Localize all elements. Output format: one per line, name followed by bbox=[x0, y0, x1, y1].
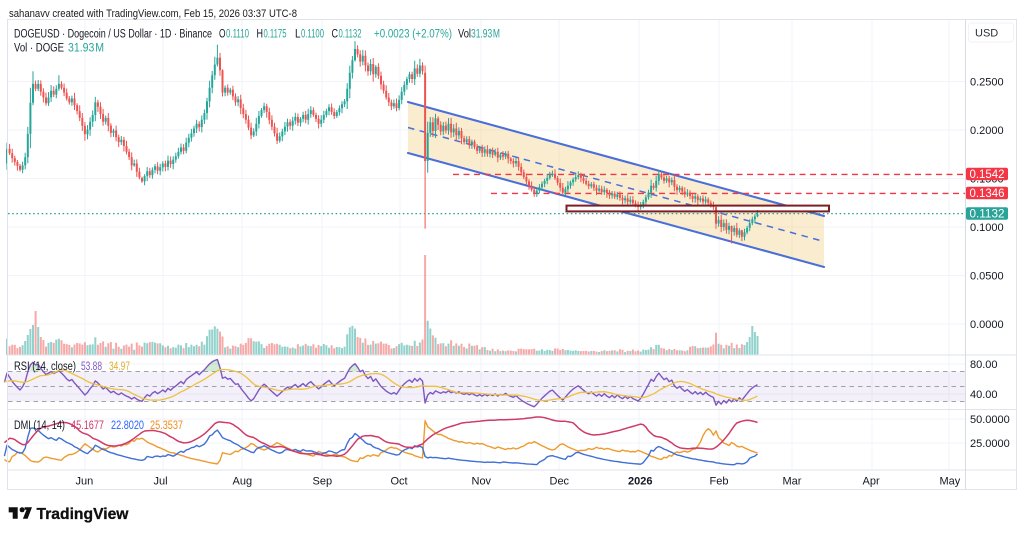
svg-text:45.1677: 45.1677 bbox=[71, 420, 104, 432]
svg-text:Aug: Aug bbox=[233, 476, 253, 488]
svg-text:31.93 M: 31.93 M bbox=[471, 29, 500, 41]
svg-text:40.00: 40.00 bbox=[970, 389, 998, 401]
svg-text:80.00: 80.00 bbox=[970, 359, 998, 371]
svg-text:25.0000: 25.0000 bbox=[970, 438, 1010, 450]
svg-text:25.3537: 25.3537 bbox=[150, 420, 183, 432]
svg-text:Mar: Mar bbox=[783, 476, 802, 488]
svg-text:0.1000: 0.1000 bbox=[970, 222, 1004, 234]
svg-text:+0.0023 (+2.07%): +0.0023 (+2.07%) bbox=[374, 29, 452, 41]
svg-text:0.1132: 0.1132 bbox=[970, 208, 1005, 220]
svg-text:0.1110: 0.1110 bbox=[226, 29, 249, 41]
svg-text:0.1542: 0.1542 bbox=[970, 169, 1005, 181]
svg-text:53.88: 53.88 bbox=[81, 361, 102, 373]
svg-text:0.1175: 0.1175 bbox=[264, 29, 287, 41]
svg-text:Jun: Jun bbox=[76, 476, 94, 488]
svg-text:0.2000: 0.2000 bbox=[970, 125, 1004, 137]
svg-text:0.2500: 0.2500 bbox=[970, 77, 1004, 89]
svg-text:0.1346: 0.1346 bbox=[970, 188, 1005, 200]
svg-text:H: H bbox=[257, 29, 264, 41]
svg-text:Oct: Oct bbox=[391, 476, 408, 488]
svg-text:Vol · DOGE: Vol · DOGE bbox=[14, 43, 64, 55]
svg-text:22.8020: 22.8020 bbox=[111, 420, 144, 432]
svg-text:34.97: 34.97 bbox=[109, 361, 130, 373]
svg-text:DOGEUSD · Dogecoin / US Dollar: DOGEUSD · Dogecoin / US Dollar · 1D · Bi… bbox=[14, 29, 212, 41]
svg-text:Dec: Dec bbox=[550, 476, 570, 488]
svg-text:0.1100: 0.1100 bbox=[301, 29, 324, 41]
svg-text:0.1132: 0.1132 bbox=[339, 29, 362, 41]
svg-text:0.0500: 0.0500 bbox=[970, 271, 1004, 283]
svg-text:USD: USD bbox=[975, 28, 998, 40]
svg-text:Feb: Feb bbox=[710, 476, 729, 488]
svg-text:2026: 2026 bbox=[628, 476, 652, 488]
svg-text:50.0000: 50.0000 bbox=[970, 414, 1010, 426]
svg-text:TradingView: TradingView bbox=[37, 506, 130, 523]
svg-text:Jul: Jul bbox=[154, 476, 168, 488]
svg-text:Vol: Vol bbox=[458, 29, 471, 41]
svg-text:L: L bbox=[295, 29, 301, 41]
svg-text:May: May bbox=[940, 476, 961, 488]
svg-text:O: O bbox=[219, 29, 226, 41]
svg-text:RSI (14, close): RSI (14, close) bbox=[14, 361, 76, 373]
svg-text:DMI (14, 14): DMI (14, 14) bbox=[14, 420, 65, 432]
svg-text:Apr: Apr bbox=[863, 476, 880, 488]
svg-text:31.93 M: 31.93 M bbox=[68, 43, 104, 55]
svg-text:Nov: Nov bbox=[472, 476, 492, 488]
svg-text:sahanavv created with TradingV: sahanavv created with TradingView.com, F… bbox=[9, 8, 297, 20]
svg-text:Sep: Sep bbox=[313, 476, 333, 488]
svg-text:0.0000: 0.0000 bbox=[970, 319, 1004, 331]
svg-text:C: C bbox=[332, 29, 339, 41]
